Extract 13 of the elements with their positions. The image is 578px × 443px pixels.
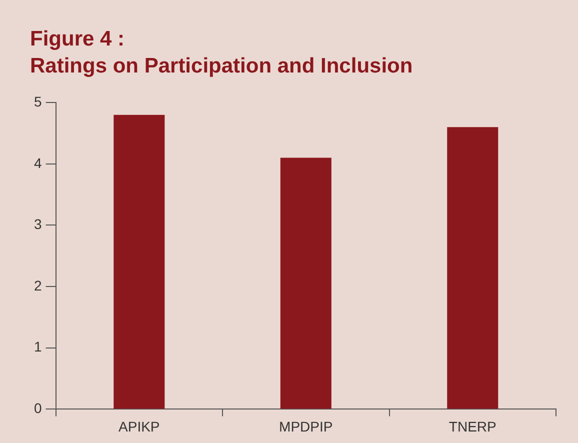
y-tick-label: 4 xyxy=(34,154,42,171)
y-tick-label: 1 xyxy=(34,338,42,355)
x-tick-label: TNERP xyxy=(448,418,496,434)
x-tick-label: APIKP xyxy=(118,418,160,434)
bar xyxy=(447,127,498,409)
y-tick-label: 2 xyxy=(34,277,42,294)
chart-title: Figure 4 : Ratings on Participation and Inclusion xyxy=(30,27,413,78)
y-tick-label: 3 xyxy=(34,216,42,232)
y-tick-label: 5 xyxy=(34,93,42,110)
y-tick-label: 0 xyxy=(34,400,42,416)
bar xyxy=(114,114,165,409)
bar xyxy=(280,158,332,409)
x-tick-label: MPDPIP xyxy=(279,418,333,434)
